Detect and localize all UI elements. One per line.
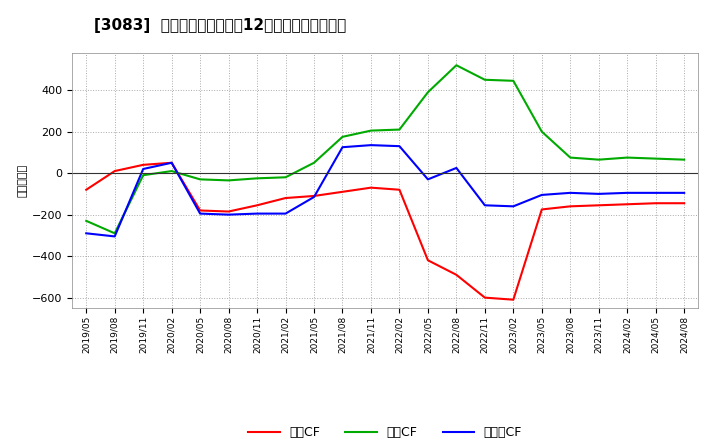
- 投資CF: [680, 157, 688, 162]
- フリーCF: [282, 211, 290, 216]
- 投資CF: [566, 155, 575, 160]
- フリーCF: [680, 190, 688, 195]
- 営業CF: [537, 207, 546, 212]
- フリーCF: [595, 191, 603, 197]
- フリーCF: [338, 145, 347, 150]
- 投資CF: [395, 127, 404, 132]
- 営業CF: [480, 295, 489, 300]
- フリーCF: [110, 234, 119, 239]
- 投資CF: [623, 155, 631, 160]
- 営業CF: [110, 169, 119, 174]
- 営業CF: [623, 202, 631, 207]
- 営業CF: [509, 297, 518, 302]
- 投資CF: [282, 175, 290, 180]
- 投資CF: [110, 231, 119, 236]
- フリーCF: [225, 212, 233, 217]
- フリーCF: [623, 190, 631, 195]
- フリーCF: [395, 143, 404, 149]
- 営業CF: [595, 203, 603, 208]
- フリーCF: [537, 192, 546, 198]
- 投資CF: [595, 157, 603, 162]
- フリーCF: [366, 143, 375, 148]
- 営業CF: [82, 187, 91, 192]
- 営業CF: [310, 193, 318, 198]
- 営業CF: [338, 189, 347, 194]
- フリーCF: [566, 190, 575, 195]
- 投資CF: [480, 77, 489, 82]
- 営業CF: [366, 185, 375, 191]
- 営業CF: [652, 201, 660, 206]
- 営業CF: [282, 195, 290, 201]
- Y-axis label: （百万円）: （百万円）: [17, 164, 27, 197]
- フリーCF: [139, 166, 148, 172]
- 投資CF: [509, 78, 518, 84]
- 営業CF: [566, 204, 575, 209]
- 投資CF: [537, 129, 546, 134]
- 営業CF: [423, 258, 432, 263]
- 投資CF: [366, 128, 375, 133]
- フリーCF: [82, 231, 91, 236]
- Line: フリーCF: フリーCF: [86, 145, 684, 236]
- 投資CF: [452, 62, 461, 68]
- フリーCF: [423, 177, 432, 182]
- 投資CF: [167, 169, 176, 174]
- フリーCF: [196, 211, 204, 216]
- フリーCF: [480, 203, 489, 208]
- 営業CF: [196, 208, 204, 213]
- Text: [3083]  キャッシュフローの12か月移動合計の推移: [3083] キャッシュフローの12か月移動合計の推移: [94, 18, 346, 33]
- 投資CF: [196, 177, 204, 182]
- フリーCF: [452, 165, 461, 171]
- フリーCF: [310, 194, 318, 200]
- 営業CF: [167, 160, 176, 165]
- フリーCF: [253, 211, 261, 216]
- 投資CF: [423, 90, 432, 95]
- 投資CF: [139, 172, 148, 178]
- 投資CF: [310, 160, 318, 165]
- 営業CF: [395, 187, 404, 192]
- 投資CF: [338, 134, 347, 139]
- Line: 営業CF: 営業CF: [86, 163, 684, 300]
- フリーCF: [652, 190, 660, 195]
- フリーCF: [167, 160, 176, 165]
- フリーCF: [509, 204, 518, 209]
- 営業CF: [680, 201, 688, 206]
- Legend: 営業CF, 投資CF, フリーCF: 営業CF, 投資CF, フリーCF: [243, 422, 527, 440]
- 投資CF: [652, 156, 660, 161]
- 投資CF: [253, 176, 261, 181]
- 投資CF: [225, 178, 233, 183]
- 営業CF: [253, 203, 261, 208]
- 営業CF: [139, 162, 148, 168]
- Line: 投資CF: 投資CF: [86, 65, 684, 233]
- 営業CF: [225, 209, 233, 214]
- 営業CF: [452, 272, 461, 278]
- 投資CF: [82, 218, 91, 224]
